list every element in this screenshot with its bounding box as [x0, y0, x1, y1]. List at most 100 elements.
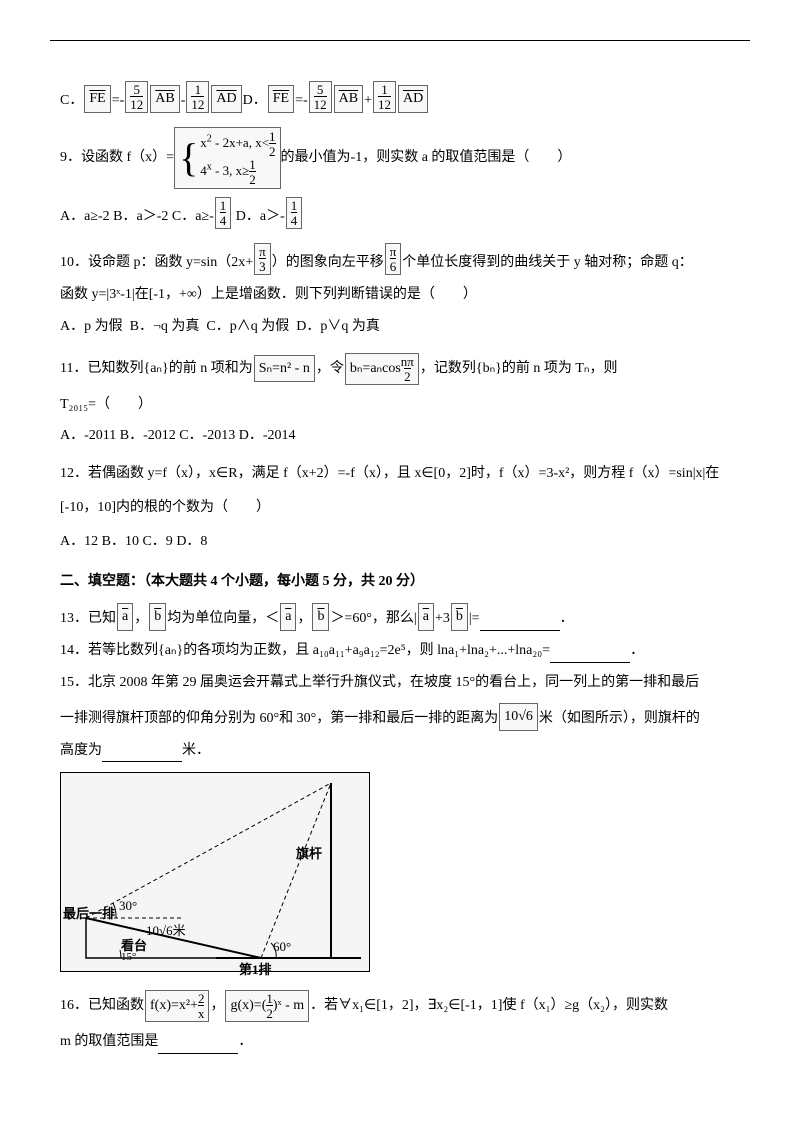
- q12-stem-2: [-10，10]内的根的个数为（ ）: [60, 496, 740, 520]
- vec-a-3: a: [418, 603, 434, 631]
- q9-optA: A．a≥-2: [60, 205, 110, 229]
- vec-b-2: b: [312, 603, 329, 631]
- section-2-title: 二、填空题：（本大题共 4 个小题，每小题 5 分，共 20 分）: [60, 570, 740, 594]
- q15-l3b: 米．: [182, 739, 210, 763]
- eq-1: =: [112, 89, 120, 113]
- q16-suffix1: ．若∀x₁∈[1，2]，∃x₂∈[-1，1]使 f（x₁）≥g（x₂），则实数: [310, 994, 668, 1018]
- q11-optB: B．-2012: [120, 424, 176, 448]
- vec-a-2: a: [280, 603, 296, 631]
- q11-prefix: 11．已知数列{aₙ}的前 n 项和为: [60, 357, 253, 381]
- q9-optD-pre: D．a＞-: [236, 205, 285, 229]
- q11-stem-2: T₂₀₁₅=（ ）: [60, 393, 740, 417]
- minus-3: -: [303, 89, 308, 113]
- ad-vector-1: AD: [211, 85, 241, 113]
- q14-period: ．: [630, 639, 644, 663]
- q16-box2: g(x)=(12)ˣ - m: [225, 990, 309, 1022]
- q16-l2a: m 的取值范围是: [60, 1030, 158, 1054]
- q15-line3: 高度为 米．: [60, 739, 740, 763]
- label-60: 60°: [273, 936, 291, 958]
- vec-b-1: b: [149, 603, 166, 631]
- frac-5-12a: 512: [125, 81, 148, 113]
- opt-c-label: C．: [60, 89, 83, 113]
- q12-optD: D．8: [176, 530, 207, 554]
- q12-optC: C．9: [142, 530, 172, 554]
- q12-options: A．12 B．10 C．9 D．8: [60, 530, 740, 554]
- q11-mid2: ，记数列{bₙ}的前 n 项为 Tₙ，则: [420, 357, 618, 381]
- q10-mid: ）的图象向左平移: [272, 251, 384, 275]
- left-brace-icon: {: [179, 138, 198, 178]
- q10-optC: C．p∧q 为假: [206, 315, 289, 339]
- q13-p4: ，: [297, 607, 311, 631]
- q15-answer-input[interactable]: [102, 745, 182, 762]
- q10-frac1: π3: [254, 243, 271, 275]
- label-15: 15°: [121, 948, 136, 967]
- q15-line2: 一排测得旗杆顶部的仰角分别为 60°和 30°，第一排和最后一排的距离为 10√…: [60, 703, 740, 731]
- q10-optD: D．p∨q 为真: [296, 315, 380, 339]
- q10-stem-2: 函数 y=|3ˣ-1|在[-1，+∞）上是增函数．则下列判断错误的是（ ）: [60, 283, 740, 307]
- q10-optA: A．p 为假: [60, 315, 123, 339]
- q11-optA: A．-2011: [60, 424, 116, 448]
- q13-period: ．: [560, 607, 574, 631]
- fe-vector-2: FE: [268, 85, 294, 113]
- ab-vector-2: AB: [334, 85, 363, 113]
- eq-2: =: [295, 89, 303, 113]
- minus-1: -: [120, 89, 125, 113]
- q9-optB: B．a＞-2: [113, 205, 168, 229]
- opt-d-label: D．: [243, 89, 267, 113]
- q12-stem-1: 12．若偶函数 y=f（x），x∈R，满足 f（x+2）=-f（x），且 x∈[…: [60, 462, 740, 486]
- q15-diagram: 旗杆 最后一排 30° 10√6米 看台 15° 60° 第1排: [60, 772, 370, 972]
- fe-vector-1: FE: [84, 85, 110, 113]
- q9-suffix: 的最小值为-1，则实数 a 的取值范围是（ ）: [281, 146, 572, 170]
- minus-2: -: [181, 89, 186, 113]
- q12-optA: A．12: [60, 530, 98, 554]
- q13-p3: 均为单位向量，＜: [167, 607, 279, 631]
- q16-comma: ，: [210, 994, 224, 1018]
- frac-5-12b: 512: [309, 81, 332, 113]
- q11-options: A．-2011 B．-2012 C．-2013 D．-2014: [60, 424, 740, 448]
- q9-optC-frac: 14: [215, 197, 232, 229]
- ad-vector-2: AD: [398, 85, 428, 113]
- q14-text: 14．若等比数列{aₙ}的各项均为正数，且 a₁₀a₁₁+a₉a₁₂=2e⁵，则…: [60, 639, 550, 663]
- q14-answer-input[interactable]: [550, 646, 630, 663]
- q14: 14．若等比数列{aₙ}的各项均为正数，且 a₁₀a₁₁+a₉a₁₂=2e⁵，则…: [60, 639, 740, 663]
- q9-row2: 4x - 3, x≥12: [200, 158, 275, 186]
- q13-p6: +3: [435, 607, 450, 631]
- q11-stem-1: 11．已知数列{aₙ}的前 n 项和为 Sₙ=n² - n ，令 bₙ=aₙco…: [60, 353, 740, 385]
- q12-optB: B．10: [102, 530, 139, 554]
- q9-piecewise: { x2 - 2x+a, x<12 4x - 3, x≥12: [174, 127, 280, 189]
- diagram-svg: [61, 773, 371, 973]
- q11-box1: Sₙ=n² - n: [254, 355, 315, 383]
- q9-stem: 9．设函数 f（x）= { x2 - 2x+a, x<12 4x - 3, x≥…: [60, 127, 740, 189]
- q9-options: A．a≥-2 B．a＞-2 C．a≥- 14 D．a＞- 14: [60, 197, 740, 229]
- q10-stem-1: 10．设命题 p：函数 y=sin（2x+ π3 ）的图象向左平移 π6 个单位…: [60, 243, 740, 275]
- q9-row1: x2 - 2x+a, x<12: [200, 130, 275, 158]
- q15-line2a: 一排测得旗杆顶部的仰角分别为 60°和 30°，第一排和最后一排的距离为: [60, 707, 498, 731]
- ab-vector-1: AB: [150, 85, 179, 113]
- q16-prefix: 16．已知函数: [60, 994, 144, 1018]
- q16-l2b: ．: [238, 1030, 252, 1054]
- plus-1: +: [364, 89, 372, 113]
- label-flag: 旗杆: [296, 843, 322, 865]
- q13-p1: 13．已知: [60, 607, 116, 631]
- q13-answer-input[interactable]: [480, 614, 560, 631]
- q13-p7: |=: [469, 607, 480, 631]
- q10-frac2: π6: [385, 243, 402, 275]
- q13-p2: ，: [134, 607, 148, 631]
- q15-box: 10√6: [499, 703, 538, 731]
- q16-line2: m 的取值范围是 ．: [60, 1030, 740, 1054]
- frac-1-12a: 112: [186, 81, 209, 113]
- q9-optD-frac: 14: [286, 197, 303, 229]
- q10-suffix: 个单位长度得到的曲线关于 y 轴对称；命题 q：: [402, 251, 693, 275]
- q16-box1: f(x)=x²+2x: [145, 990, 209, 1022]
- q15-line1: 15．北京 2008 年第 29 届奥运会开幕式上举行升旗仪式，在坡度 15°的…: [60, 671, 740, 695]
- q9-optC-pre: C．a≥-: [172, 205, 214, 229]
- q11-mid1: ，令: [316, 357, 344, 381]
- vec-a-1: a: [117, 603, 133, 631]
- q11-optC: C．-2013: [179, 424, 235, 448]
- q16-answer-input[interactable]: [158, 1037, 238, 1054]
- q10-options: A．p 为假 B．¬q 为真 C．p∧q 为假 D．p∨q 为真: [60, 315, 740, 339]
- q9-prefix: 9．设函数 f（x）=: [60, 146, 174, 170]
- label-dist: 10√6米: [146, 920, 186, 942]
- q13: 13．已知 a ， b 均为单位向量，＜ a ， b ＞=60°，那么| a +…: [60, 603, 740, 631]
- vec-b-3: b: [451, 603, 468, 631]
